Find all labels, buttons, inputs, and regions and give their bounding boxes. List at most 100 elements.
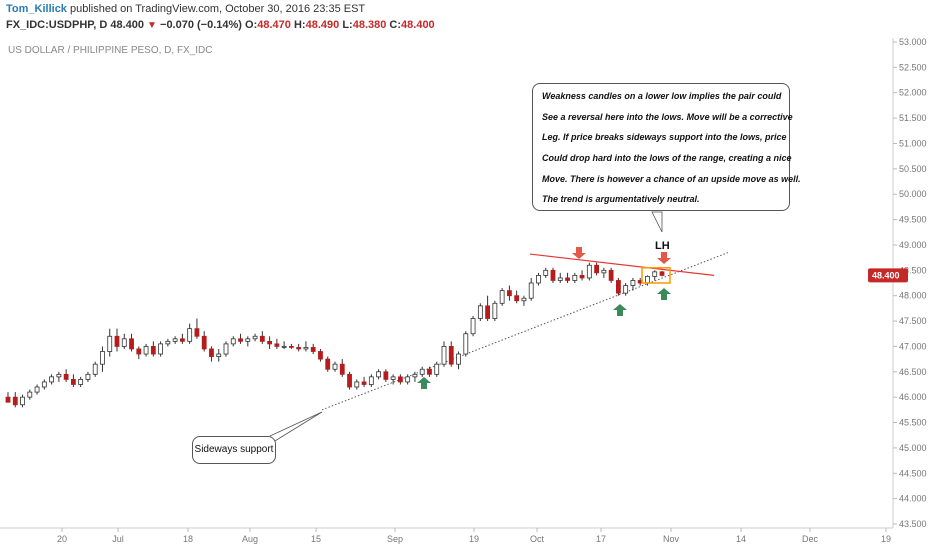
candle-body [303,347,309,350]
y-tick-label: 50.000 [899,189,927,199]
candle-body [463,333,469,355]
candle-body [506,290,512,297]
support-trendline [321,252,729,411]
y-tick-label: 53.000 [899,38,927,47]
candle-body [630,280,636,286]
candle-body [499,290,505,304]
note-line: The trend is argumentatively neutral. [542,194,700,205]
candle-body [470,318,476,335]
candle-body [107,335,113,352]
candle-body [492,302,498,319]
publish-line: Tom_Killick published on TradingView.com… [6,3,365,15]
candle-body [136,348,142,355]
y-tick-label: 49.000 [899,240,927,250]
green-up-arrow-icon [613,304,627,316]
open-label: O: [245,19,258,31]
candle-body [209,348,214,357]
candle-body [565,277,570,281]
symbol-label: FX_IDC:USDPHP, D [6,19,108,31]
candle-body [194,328,200,337]
x-tick-label: Sep [387,534,403,544]
support-note: Sideways support [192,436,276,464]
support-note-pointer [269,411,323,445]
candle-body [318,351,323,360]
candle-body [521,297,527,302]
resistance-trendline [529,253,715,276]
candle-body [129,338,134,350]
y-tick-label: 51.000 [899,138,927,148]
candle-body [412,373,418,378]
candle-body [347,373,352,388]
candle-body [594,264,599,274]
y-tick-label: 49.500 [899,215,927,225]
candle-body [434,363,440,375]
y-tick-label: 47.000 [899,341,927,351]
x-tick-label: Nov [663,534,680,544]
y-tick-label: 44.000 [899,494,927,504]
candle-body [543,269,549,276]
candle-body [361,381,367,385]
candle-body [601,269,607,274]
trend-lines [269,211,729,445]
y-tick-label: 52.500 [899,62,927,72]
candle-body [659,271,665,276]
candle-body [528,282,534,299]
candle-body [339,363,345,375]
candle-body [78,378,84,385]
x-tick-label: 15 [311,534,321,544]
candle-body [427,368,432,375]
candle-body [49,376,54,383]
candle-body [354,381,360,388]
candle-body [281,346,287,348]
y-tick-label: 47.500 [899,316,927,326]
candle-body [390,376,396,380]
x-tick-label: 17 [596,534,606,544]
candle-body [114,335,120,347]
lower-high-label: LH [655,240,670,252]
candle-body [419,368,425,375]
candle-body [376,371,382,378]
candle-body [27,391,33,398]
low-label: L: [342,19,353,31]
analysis-note: Weakness candles on a lower low implies … [532,83,801,211]
candle-body [397,376,403,383]
y-axis-ticks: 53.000 52.500 52.000 51.500 51.000 50.500 50.0… [893,38,927,529]
x-tick-label: 14 [736,534,746,544]
red-down-arrow-icon [657,252,671,264]
x-tick-label: Oct [530,534,545,544]
author-link[interactable]: Tom_Killick [6,3,67,15]
candle-body [550,269,556,281]
y-tick-label: 45.500 [899,418,927,428]
candle-body [92,363,98,375]
y-tick-label: 45.000 [899,443,927,453]
candle-body [288,346,294,348]
note-pointer [651,211,663,233]
close-value: 48.400 [401,19,435,31]
price-change: −0.070 (−0.14%) [160,19,242,31]
x-axis-ticks: 20 Jul 18 Aug 15 Sep 19 Oct 17 Nov 14 Dec 19 [57,528,891,544]
candle-body [179,338,185,342]
support-note-pointer [269,411,323,437]
candle-body [259,335,265,342]
candle-body [514,295,520,302]
candle-body [572,274,578,281]
note-line: See a reversal here into the lows. Move … [542,111,793,122]
candle-body [85,373,91,380]
candle-body [586,264,592,279]
candle-body [238,338,243,342]
candle-body [216,353,222,357]
chart-header: Tom_Killick published on TradingView.com… [0,0,932,34]
ohlc-line: FX_IDC:USDPHP, D 48.400 ▼ −0.070 (−0.14%… [6,19,435,31]
note-line: Could drop hard into the lows of the ran… [542,153,792,164]
candle-body [441,346,447,365]
candle-body [652,271,658,277]
close-label: C: [389,19,402,31]
candle-body [187,328,193,342]
x-tick-label: 19 [881,534,891,544]
candle-body [12,396,18,406]
x-tick-label: Aug [242,534,258,544]
candle-body [56,373,62,378]
candles [5,262,665,408]
candle-body [245,338,251,342]
candle-body [172,338,178,342]
